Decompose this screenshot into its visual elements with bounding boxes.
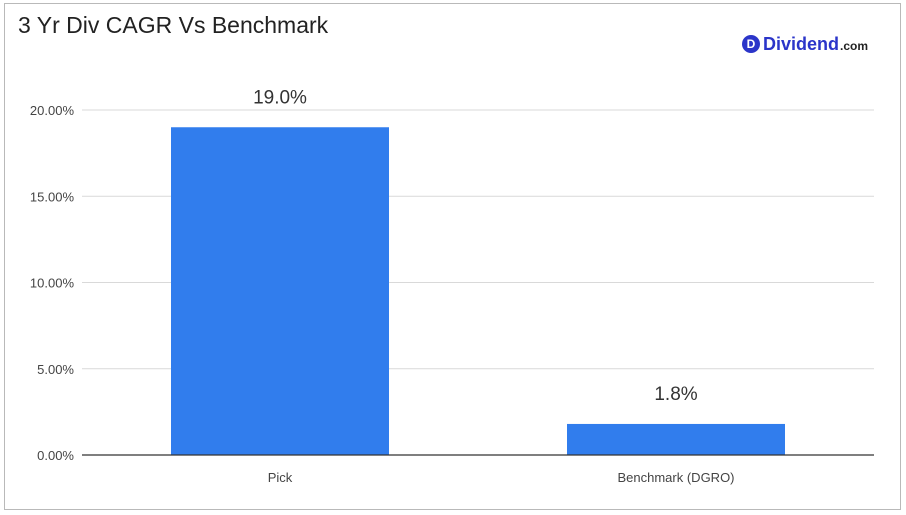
- bar: [567, 423, 785, 455]
- data-label: 19.0%: [253, 87, 307, 108]
- y-tick-label: 0.00%: [37, 448, 74, 463]
- logo-domain: .com: [840, 39, 869, 53]
- y-tick-label: 15.00%: [30, 189, 75, 204]
- y-tick-label: 10.00%: [30, 276, 75, 291]
- y-tick-label: 20.00%: [30, 103, 75, 118]
- data-label: 1.8%: [654, 384, 697, 405]
- bar: [171, 127, 389, 455]
- logo-wordmark: Dividend: [763, 33, 840, 54]
- y-tick-label: 5.00%: [37, 362, 74, 377]
- logo-icon: D: [742, 35, 760, 53]
- chart-title: 3 Yr Div CAGR Vs Benchmark: [18, 12, 329, 38]
- dividend-logo: D Dividend .com: [742, 32, 868, 56]
- x-tick-label: Pick: [268, 470, 293, 485]
- x-tick-label: Benchmark (DGRO): [617, 470, 734, 485]
